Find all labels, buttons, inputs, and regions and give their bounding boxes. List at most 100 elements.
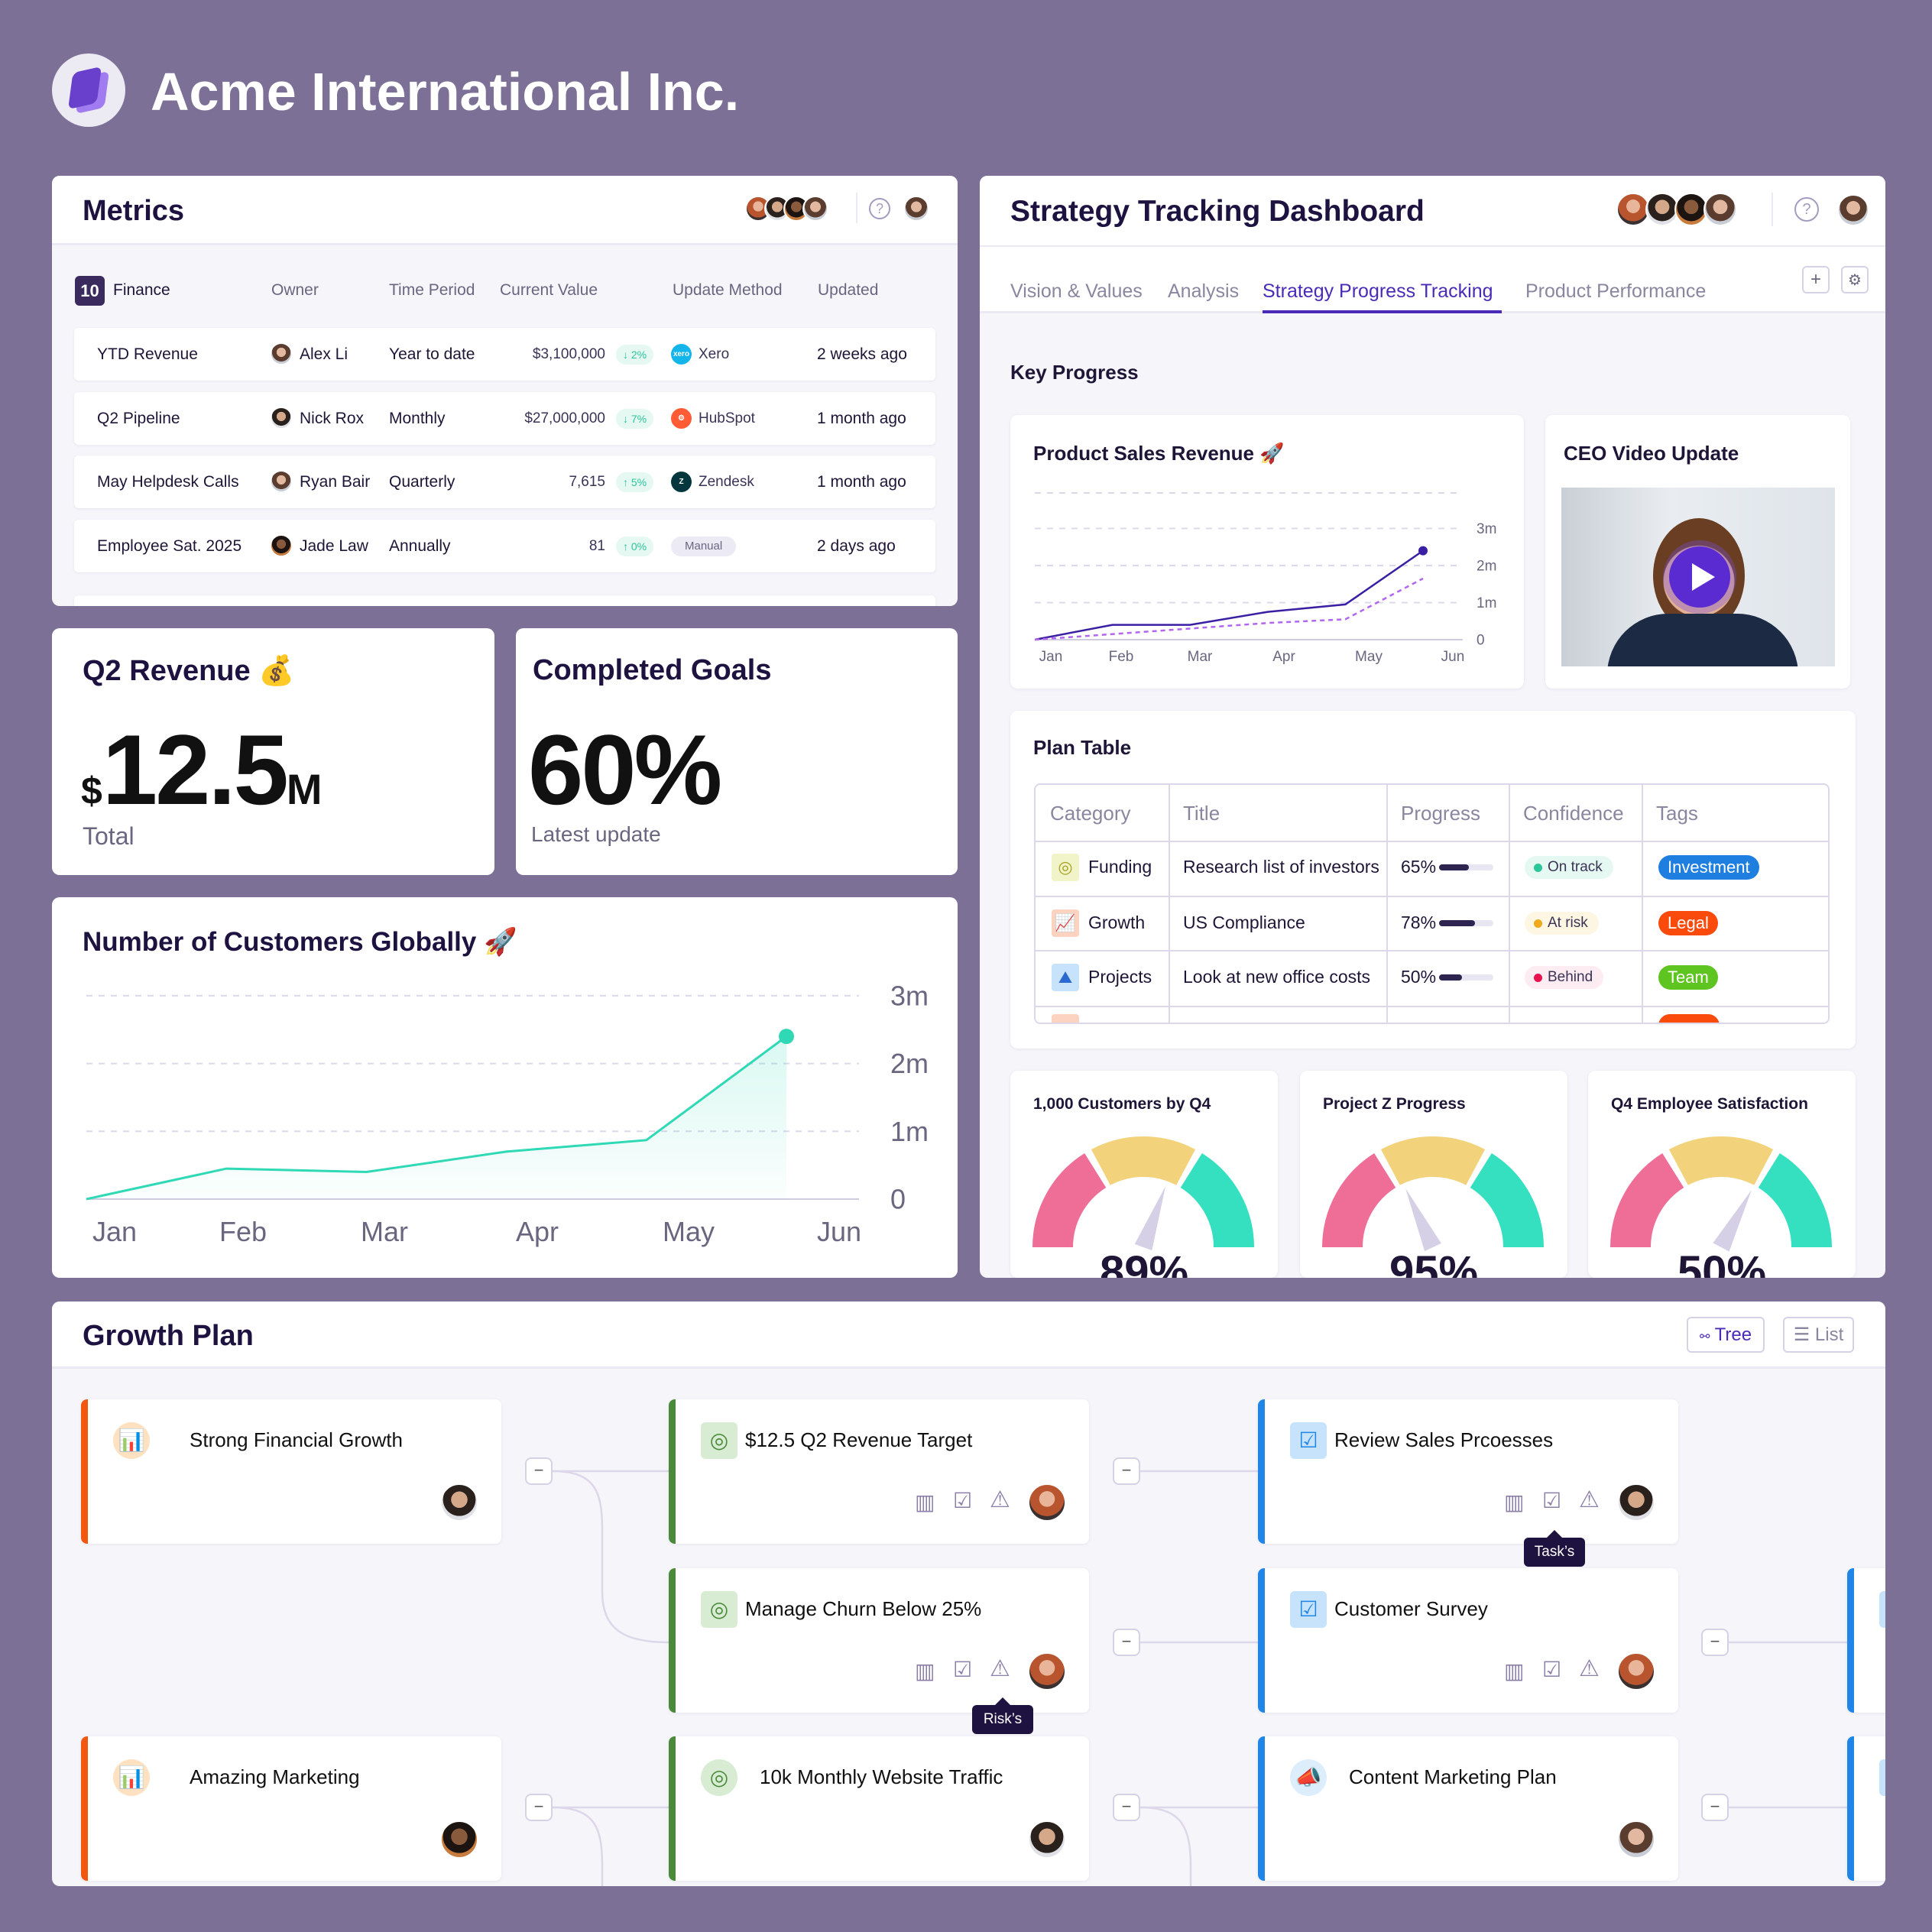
tasks-clipboard-icon[interactable]: ☑ <box>1542 1658 1562 1681</box>
collapse-button[interactable]: − <box>525 1794 553 1821</box>
col-title: Title <box>1183 802 1220 825</box>
add-tab-button[interactable]: + <box>1802 266 1830 293</box>
risks-tooltip: Risk’s <box>972 1697 1033 1734</box>
growth-node[interactable]: ☑ Customer Survey ▥ ☑ ⚠ <box>1258 1568 1678 1713</box>
x-tick-label: Jun <box>1441 649 1465 665</box>
list-view-button[interactable]: ☰ List <box>1783 1317 1854 1353</box>
tab-strategy-progress-tracking[interactable]: Strategy Progress Tracking <box>1263 280 1493 302</box>
assignee-avatar[interactable] <box>1617 1652 1655 1690</box>
metrics-chart-icon[interactable]: ▥ <box>915 1659 935 1683</box>
risk-warning-icon[interactable]: ⚠ <box>990 1656 1010 1681</box>
avatar[interactable] <box>802 196 828 222</box>
table-row[interactable]: Employee Sat. 2025 Jade Law Annually 81 … <box>74 520 935 573</box>
tasks-clipboard-icon[interactable]: ☑ <box>953 1489 973 1512</box>
growth-node[interactable]: 📣 Content Marketing Plan <box>1258 1736 1678 1881</box>
help-icon[interactable]: ? <box>1794 197 1819 222</box>
node-title: Strong Financial Growth <box>190 1428 403 1451</box>
collapse-button[interactable]: − <box>1701 1794 1729 1821</box>
node-title: Manage Churn Below 25% <box>745 1597 982 1620</box>
collapse-button[interactable]: − <box>1113 1457 1140 1485</box>
avatar[interactable] <box>1703 193 1737 226</box>
owner-name: Ryan Bair <box>300 473 371 491</box>
avatar[interactable] <box>1645 193 1679 226</box>
table-row[interactable]: YTD Revenue Alex Li Year to date $3,100,… <box>74 328 935 381</box>
tasks-clipboard-icon[interactable]: ☑ <box>1542 1489 1562 1512</box>
growth-node[interactable]: 📊 Strong Financial Growth <box>81 1399 501 1544</box>
assignee-avatar[interactable] <box>440 1483 478 1522</box>
customers-chart-card: Number of Customers Globally 🚀 0 1m 2m 3m Ja… <box>52 897 958 1278</box>
time-period: Annually <box>389 537 451 556</box>
help-icon[interactable]: ? <box>869 198 890 219</box>
assignee-avatar[interactable] <box>1028 1483 1066 1522</box>
settings-button[interactable]: ⚙ <box>1841 266 1869 293</box>
assignee-avatar[interactable] <box>1028 1820 1066 1859</box>
current-value: 7,615 <box>569 474 605 491</box>
tag[interactable]: Team <box>1658 965 1718 990</box>
growth-node[interactable]: ☑ <box>1847 1568 1885 1713</box>
tag[interactable]: Investment <box>1658 855 1759 880</box>
table-row[interactable]: May Helpdesk Calls Ryan Bair Quarterly 7… <box>74 455 935 509</box>
user-avatar[interactable] <box>1837 194 1869 226</box>
metric-name: May Helpdesk Calls <box>97 473 239 491</box>
node-title: Amazing Marketing <box>190 1765 360 1788</box>
tree-view-button[interactable]: ⚯ Tree <box>1687 1317 1765 1353</box>
ceo-video-card: CEO Video Update <box>1545 415 1850 689</box>
progress-bar <box>1439 920 1493 926</box>
tab-product-performance[interactable]: Product Performance <box>1525 280 1707 302</box>
growth-node[interactable]: ◎ Manage Churn Below 25% ▥ ☑ ⚠ <box>669 1568 1089 1713</box>
play-icon <box>1692 563 1715 591</box>
q2-revenue-title: Q2 Revenue 💰 <box>83 655 295 687</box>
target-icon: ◎ <box>701 1422 737 1459</box>
col-update-method: Update Method <box>673 281 783 299</box>
owner-avatar <box>270 406 293 430</box>
collapse-button[interactable]: − <box>1113 1629 1140 1656</box>
y-tick-label: 3m <box>890 981 929 1012</box>
group-name[interactable]: Finance <box>113 281 170 299</box>
product-sales-chart: 0 1m 2m 3m Jan Feb Mar Apr May Jun <box>1034 492 1496 665</box>
play-button[interactable] <box>1669 546 1730 608</box>
gear-icon: ⚙ <box>1848 272 1862 289</box>
assignee-avatar[interactable] <box>440 1820 478 1859</box>
gauge <box>1032 1136 1254 1251</box>
growth-node[interactable]: 📊 Amazing Marketing <box>81 1736 501 1881</box>
growth-node[interactable]: ◎ $12.5 Q2 Revenue Target ▥ ☑ ⚠ <box>669 1399 1089 1544</box>
tag[interactable]: Legal <box>1658 911 1718 935</box>
collapse-button[interactable]: − <box>1113 1794 1140 1821</box>
progress-value: 65% <box>1401 857 1437 877</box>
tab-vision-values[interactable]: Vision & Values <box>1010 280 1143 302</box>
table-row[interactable]: Q2 Pipeline Nick Rox Monthly $27,000,000… <box>74 391 935 445</box>
plan-row[interactable]: ⛰ Projects Look at new office costs 50% … <box>1036 950 1828 1005</box>
risk-warning-icon[interactable]: ⚠ <box>1579 1656 1600 1681</box>
growth-node[interactable]: ☑ <box>1847 1736 1885 1881</box>
gauge-segment <box>1322 1153 1396 1248</box>
collapse-button[interactable]: − <box>525 1457 553 1485</box>
video-thumbnail[interactable] <box>1561 488 1835 666</box>
owner-name: Alex Li <box>300 345 348 363</box>
assignee-avatar[interactable] <box>1028 1652 1066 1690</box>
risk-warning-icon[interactable]: ⚠ <box>990 1487 1010 1512</box>
gauge-segment <box>1758 1153 1832 1248</box>
x-tick-label: May <box>1355 649 1383 665</box>
risk-warning-icon[interactable]: ⚠ <box>1579 1487 1600 1512</box>
col-category: Category <box>1050 802 1131 825</box>
tab-analysis[interactable]: Analysis <box>1168 280 1240 302</box>
growth-node[interactable]: ☑ Review Sales Prcoesses ▥ ☑ ⚠ <box>1258 1399 1678 1544</box>
collapse-button[interactable]: − <box>1701 1629 1729 1656</box>
y-tick-label: 2m <box>890 1048 929 1079</box>
gauge-segment <box>1470 1153 1544 1248</box>
metrics-chart-icon[interactable]: ▥ <box>915 1490 935 1514</box>
update-method: Zendesk <box>699 474 754 491</box>
owner-name: Jade Law <box>300 537 368 556</box>
assignee-avatar[interactable] <box>1617 1820 1655 1859</box>
metrics-chart-icon[interactable]: ▥ <box>1504 1490 1525 1514</box>
user-avatar[interactable] <box>903 196 929 222</box>
assignee-avatar[interactable] <box>1617 1483 1655 1522</box>
growth-node[interactable]: ◎ 10k Monthly Website Traffic <box>669 1736 1089 1881</box>
plan-row[interactable]: 📈 Growth US Compliance 78% At risk Legal <box>1036 896 1828 951</box>
customers-chart: 0 1m 2m 3m Jan Feb Mar Apr May Jun <box>86 981 929 1247</box>
tasks-clipboard-icon[interactable]: ☑ <box>953 1658 973 1681</box>
gauge <box>1322 1136 1544 1252</box>
metrics-chart-icon[interactable]: ▥ <box>1504 1659 1525 1683</box>
plan-row[interactable]: ◎ Funding Research list of investors 65%… <box>1036 840 1828 895</box>
table-row[interactable] <box>74 595 935 606</box>
